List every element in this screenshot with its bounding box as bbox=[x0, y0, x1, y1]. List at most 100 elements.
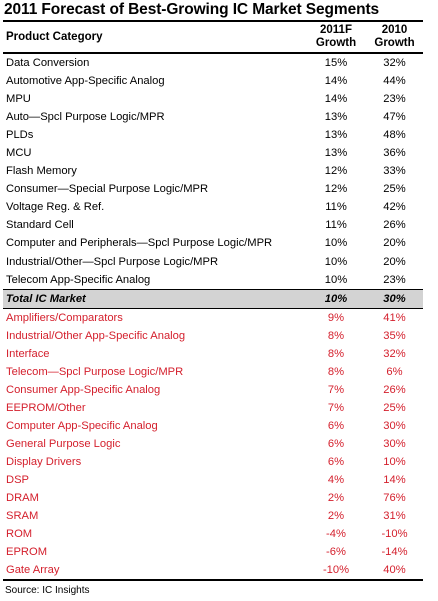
category-cell: Flash Memory bbox=[6, 165, 77, 178]
growth-2011f-cell: 4% bbox=[327, 474, 345, 487]
category-cell: Data Conversion bbox=[6, 57, 90, 70]
growth-2011f-cell: 7% bbox=[327, 383, 345, 396]
table-row: Industrial/Other—Spcl Purpose Logic/MPR 1… bbox=[3, 253, 423, 271]
table-row: Gate Array -10% 40% bbox=[3, 561, 423, 582]
category-cell: EPROM bbox=[6, 546, 48, 559]
table-row: Automotive App-Specific Analog 14% 44% bbox=[3, 72, 423, 90]
header-2010-line2: Growth bbox=[374, 37, 415, 49]
growth-2010-cell: 20% bbox=[383, 255, 406, 268]
growth-2011f-cell: 14% bbox=[324, 93, 348, 106]
growth-2011f-cell: 7% bbox=[327, 401, 345, 414]
growth-2011f-cell: 10% bbox=[324, 255, 348, 268]
category-cell: Industrial/Other App-Specific Analog bbox=[6, 329, 186, 342]
table-row: Consumer App-Specific Analog 7% 26% bbox=[3, 381, 423, 399]
growth-2010-cell: 31% bbox=[383, 510, 406, 523]
growth-2010-cell: -14% bbox=[381, 546, 408, 559]
category-cell: ROM bbox=[6, 528, 33, 541]
table-row: Computer App-Specific Analog 6% 30% bbox=[3, 417, 423, 435]
growth-2010-cell: 44% bbox=[383, 75, 406, 88]
table-row: Industrial/Other App-Specific Analog 8% 35… bbox=[3, 327, 423, 345]
growth-2010-cell: 48% bbox=[383, 129, 406, 142]
growth-2011f-cell: 12% bbox=[324, 183, 348, 196]
category-cell: DSP bbox=[6, 474, 30, 487]
category-cell: Auto—Spcl Purpose Logic/MPR bbox=[6, 111, 165, 124]
growth-2010-cell: 6% bbox=[386, 365, 403, 378]
growth-2011f-cell: 6% bbox=[327, 456, 345, 469]
growth-2011f-cell: 2% bbox=[327, 510, 345, 523]
table-row: DSP 4% 14% bbox=[3, 471, 423, 489]
growth-2011f-cell: 6% bbox=[327, 419, 345, 432]
growth-2010-cell: 23% bbox=[383, 273, 406, 286]
table-row: Display Drivers 6% 10% bbox=[3, 453, 423, 471]
growth-2010-cell: 30% bbox=[383, 419, 406, 432]
growth-2010-cell: 47% bbox=[383, 111, 406, 124]
category-cell: Computer App-Specific Analog bbox=[6, 419, 158, 432]
header-2011f-line2: Growth bbox=[315, 37, 357, 49]
growth-2010-cell: 23% bbox=[383, 93, 406, 106]
growth-2011f-cell: 8% bbox=[327, 347, 345, 360]
category-cell: Standard Cell bbox=[6, 219, 74, 232]
growth-2010-cell: 14% bbox=[383, 474, 406, 487]
table-row: Amplifiers/Comparators 9% 41% bbox=[3, 308, 423, 327]
category-cell: Voltage Reg. & Ref. bbox=[6, 201, 105, 214]
table-header: Product Category 2011F Growth 2010 Growt… bbox=[3, 20, 423, 54]
growth-2010-cell: 76% bbox=[383, 492, 406, 505]
growth-2011f-cell: 8% bbox=[327, 365, 345, 378]
category-cell: Interface bbox=[6, 347, 50, 360]
header-product-category: Product Category bbox=[3, 20, 306, 54]
growth-2010-cell: 10% bbox=[383, 456, 406, 469]
category-cell: Industrial/Other—Spcl Purpose Logic/MPR bbox=[6, 255, 219, 268]
table-row: Consumer—Special Purpose Logic/MPR 12% 25% bbox=[3, 180, 423, 198]
growth-2011f-cell: 10% bbox=[324, 273, 348, 286]
table-row: SRAM 2% 31% bbox=[3, 507, 423, 525]
growth-2011f-cell: -6% bbox=[326, 546, 346, 559]
growth-2010-cell: 20% bbox=[383, 237, 406, 250]
category-cell: Consumer App-Specific Analog bbox=[6, 383, 161, 396]
category-cell: Automotive App-Specific Analog bbox=[6, 75, 165, 88]
table-row: Computer and Peripherals—Spcl Purpose Lo… bbox=[3, 234, 423, 252]
segments-table: Product Category 2011F Growth 2010 Growt… bbox=[3, 20, 423, 582]
table-row: Telecom—Spcl Purpose Logic/MPR 8% 6% bbox=[3, 363, 423, 381]
growth-2010-cell: 32% bbox=[383, 57, 406, 70]
category-cell: Total IC Market bbox=[3, 288, 306, 309]
category-cell: Telecom App-Specific Analog bbox=[6, 273, 151, 286]
growth-2011f-cell: 13% bbox=[324, 111, 348, 124]
growth-2011f-cell: 14% bbox=[324, 75, 348, 88]
category-cell: MPU bbox=[6, 93, 31, 106]
growth-2011f-cell: 15% bbox=[324, 57, 348, 70]
chart-container: 2011 Forecast of Best-Growing IC Market … bbox=[3, 0, 435, 596]
growth-2011f-cell: 6% bbox=[327, 438, 345, 450]
growth-2011f-cell: 10% bbox=[324, 237, 348, 250]
growth-2011f-cell: 13% bbox=[324, 147, 348, 160]
header-row: Product Category 2011F Growth 2010 Growt… bbox=[3, 20, 423, 54]
table-row: Standard Cell 11% 26% bbox=[3, 216, 423, 234]
growth-2010-cell: 30% bbox=[366, 288, 423, 309]
growth-2011f-cell: -10% bbox=[306, 561, 366, 582]
category-cell: MCU bbox=[6, 147, 32, 160]
growth-2011f-cell: 2% bbox=[327, 492, 345, 505]
growth-2010-cell: 33% bbox=[383, 165, 406, 178]
source-note: Source: IC Insights bbox=[5, 585, 90, 597]
table-row: EPROM -6% -14% bbox=[3, 543, 423, 561]
growth-2011f-cell: 9% bbox=[327, 311, 345, 324]
growth-2010-cell: -10% bbox=[381, 528, 408, 541]
header-2011f-growth: 2011F Growth bbox=[306, 20, 366, 54]
table-row: General Purpose Logic 6% 30% bbox=[3, 435, 423, 453]
growth-2010-cell: 32% bbox=[383, 347, 406, 360]
growth-2010-cell: 36% bbox=[383, 147, 406, 160]
growth-2011f-cell: 13% bbox=[324, 129, 348, 142]
category-cell: Gate Array bbox=[3, 561, 306, 582]
category-cell: EEPROM/Other bbox=[6, 401, 86, 414]
growth-2010-cell: 30% bbox=[383, 438, 406, 450]
category-cell: SRAM bbox=[6, 510, 39, 523]
growth-2011f-cell: 11% bbox=[325, 219, 347, 232]
category-cell: Display Drivers bbox=[6, 456, 82, 469]
growth-2010-cell: 35% bbox=[383, 329, 406, 342]
header-2010-growth: 2010 Growth bbox=[366, 20, 423, 54]
table-row: Auto—Spcl Purpose Logic/MPR 13% 47% bbox=[3, 108, 423, 126]
table-row: MCU 13% 36% bbox=[3, 144, 423, 162]
table-row: MPU 14% 23% bbox=[3, 90, 423, 108]
category-cell: DRAM bbox=[6, 492, 39, 505]
table-row: ROM -4% -10% bbox=[3, 525, 423, 543]
header-2011f-line1: 2011F bbox=[320, 24, 352, 36]
